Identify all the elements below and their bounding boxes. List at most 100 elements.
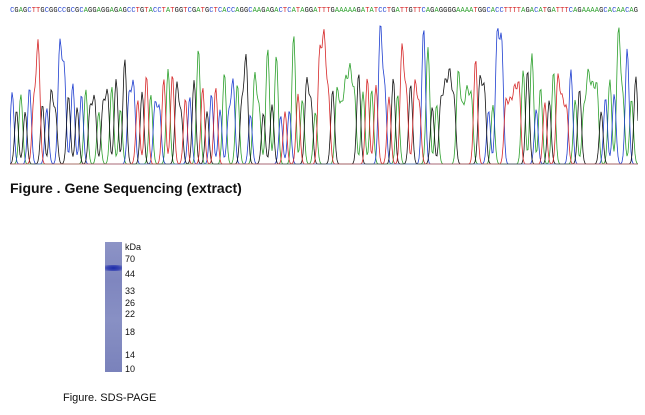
base-call-84: T [374,7,378,15]
base-call-92: G [409,7,413,15]
marker-44: 44 [125,269,136,279]
base-call-111: A [491,7,496,15]
base-call-58: G [261,7,265,15]
base-call-21: G [101,7,105,15]
base-call-69: G [309,7,313,15]
base-call-53: G [240,7,244,15]
base-call-116: T [512,7,516,15]
base-call-125: A [551,7,556,15]
base-call-7: G [40,7,44,15]
base-call-48: C [218,7,222,15]
base-call-55: C [248,7,252,15]
marker-70: 70 [125,254,136,264]
base-call-34: C [157,7,161,15]
base-call-133: A [586,7,591,15]
base-call-85: C [378,7,382,15]
base-call-97: G [430,7,434,15]
base-call-136: G [599,7,603,15]
base-call-103: A [456,7,461,15]
base-call-43: A [196,7,201,15]
base-call-40: T [183,7,187,15]
base-call-66: T [296,7,300,15]
base-call-142: C [625,7,629,15]
base-call-74: G [331,7,335,15]
base-call-8: C [45,7,49,15]
kda-unit-label: kDa [125,242,142,252]
base-call-138: A [608,7,613,15]
base-call-107: T [473,7,477,15]
base-call-54: G [244,7,248,15]
base-call-38: G [175,7,179,15]
base-call-70: A [313,7,318,15]
base-call-80: G [357,7,361,15]
base-call-56: A [253,7,258,15]
base-call-95: C [422,7,426,15]
base-call-112: C [495,7,499,15]
base-call-121: C [534,7,538,15]
base-call-37: T [170,7,174,15]
base-call-98: A [435,7,440,15]
base-call-5: T [32,7,36,15]
chromatogram-trace [10,25,638,165]
base-call-82: T [365,7,369,15]
base-call-113: C [499,7,503,15]
base-call-3: G [23,7,27,15]
base-call-46: C [209,7,213,15]
base-call-88: G [391,7,395,15]
base-call-13: G [66,7,70,15]
marker-18: 18 [125,327,136,337]
base-call-20: A [97,7,102,15]
base-call-27: C [127,7,131,15]
base-call-39: G [179,7,183,15]
base-call-42: G [192,7,196,15]
base-call-28: C [131,7,135,15]
base-call-68: G [305,7,309,15]
base-call-1: G [14,7,18,15]
base-call-100: G [443,7,447,15]
sds-page-figure: kDa 70 44 33 26 22 18 14 10 [95,238,175,378]
base-call-47: T [214,7,218,15]
base-call-128: T [564,7,568,15]
base-call-122: A [538,7,543,15]
base-call-76: A [339,7,344,15]
base-call-57: A [257,7,262,15]
base-call-23: A [110,7,115,15]
base-call-2: A [19,7,24,15]
base-call-51: C [231,7,235,15]
base-call-31: T [144,7,148,15]
base-call-72: T [322,7,326,15]
base-call-29: T [136,7,140,15]
base-call-64: C [287,7,291,15]
base-call-50: C [227,7,231,15]
base-call-73: T [326,7,330,15]
base-call-0: C [10,7,14,15]
base-call-45: G [205,7,209,15]
base-call-83: A [370,7,375,15]
base-call-30: G [140,7,144,15]
base-call-117: T [517,7,521,15]
base-call-81: A [361,7,366,15]
trace-channel-A [10,27,638,165]
base-call-15: G [75,7,79,15]
sequencing-caption: Figure . Gene Sequencing (extract) [10,180,242,196]
marker-33: 33 [125,286,136,296]
base-call-126: T [556,7,560,15]
base-call-17: A [84,7,89,15]
marker-14: 14 [125,350,136,360]
base-call-141: A [621,7,626,15]
base-call-36: A [166,7,171,15]
base-call-6: T [36,7,40,15]
base-call-75: A [335,7,340,15]
base-call-102: G [452,7,456,15]
base-call-87: T [387,7,391,15]
base-call-99: G [439,7,443,15]
base-call-63: T [283,7,287,15]
base-call-86: C [383,7,387,15]
marker-10: 10 [125,364,136,374]
gel-lane [105,242,122,372]
base-call-137: C [603,7,607,15]
base-call-71: T [318,7,322,15]
base-call-4: C [27,7,31,15]
base-call-61: A [274,7,279,15]
